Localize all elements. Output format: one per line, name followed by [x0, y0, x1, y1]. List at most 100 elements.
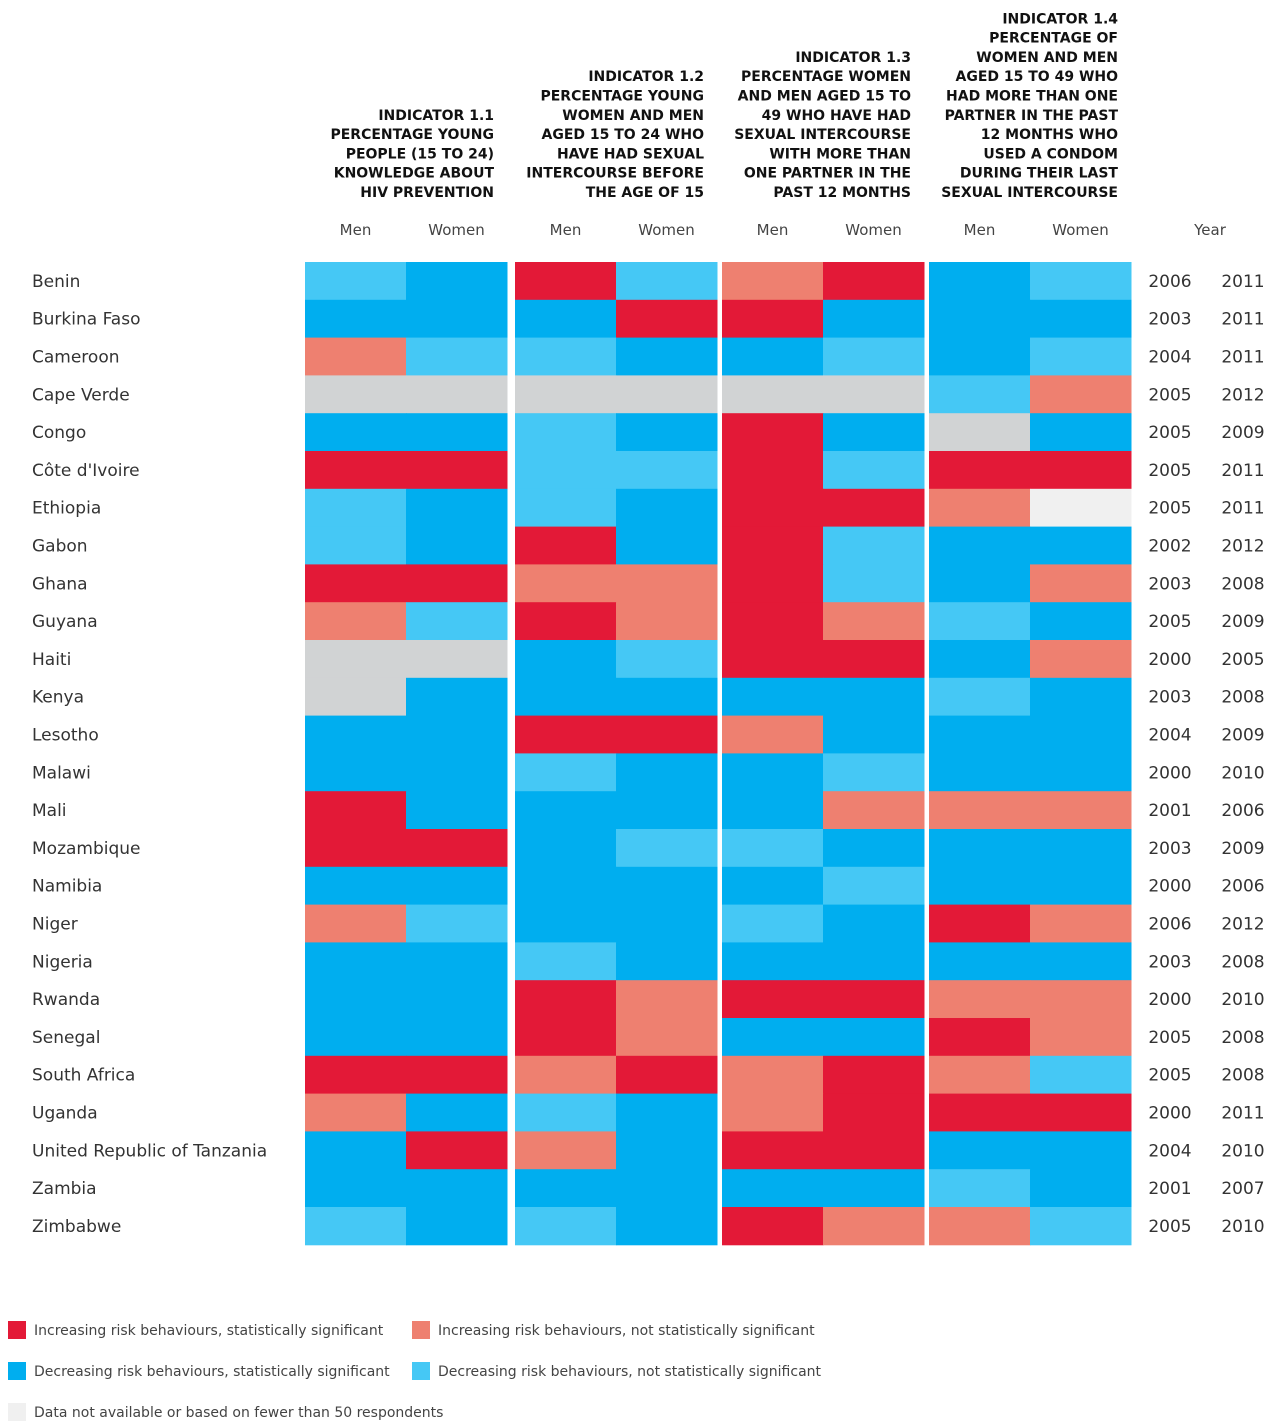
cell [305, 488, 407, 528]
year-label: 2005 [1148, 1217, 1191, 1237]
cell [1030, 526, 1132, 565]
cell [515, 488, 617, 528]
cell [406, 413, 508, 452]
column-header: INDICATOR 1.3 [795, 50, 911, 66]
cell [929, 526, 1031, 565]
cell [823, 904, 925, 943]
cell [929, 375, 1031, 414]
year-header: Year [1193, 221, 1227, 239]
column-header: DURING THEIR LAST [960, 166, 1119, 182]
cell [305, 980, 407, 1019]
year-label: 2012 [1221, 537, 1264, 557]
cell [406, 1169, 508, 1208]
cell [616, 1055, 718, 1095]
year-label: 2005 [1148, 385, 1191, 405]
cell [305, 602, 407, 641]
cell [929, 299, 1031, 339]
cell [515, 753, 617, 792]
cell [616, 564, 718, 603]
cell [823, 1169, 925, 1208]
country-label: Mozambique [32, 839, 141, 859]
cell [929, 413, 1031, 452]
year-label: 2010 [1221, 763, 1264, 783]
year-label: 2008 [1221, 688, 1264, 708]
column-header: PERCENTAGE YOUNG [540, 89, 704, 105]
column-header: AGED 15 TO 24 WHO [542, 127, 705, 143]
cell [515, 1131, 617, 1170]
cell [616, 451, 718, 490]
cell [406, 866, 508, 906]
cell [1030, 299, 1132, 339]
legend-swatch [8, 1321, 26, 1339]
cell [823, 451, 925, 490]
legend-swatch [412, 1321, 430, 1339]
cell [305, 715, 407, 754]
country-label: United Republic of Tanzania [32, 1141, 267, 1161]
year-label: 2005 [1221, 650, 1264, 670]
cell [305, 1131, 407, 1170]
year-label: 2012 [1221, 385, 1264, 405]
cell [823, 1055, 925, 1095]
cell [823, 640, 925, 679]
year-label: 2004 [1148, 348, 1191, 368]
column-header: INTERCOURSE BEFORE [526, 166, 704, 182]
country-label: Haiti [32, 650, 71, 670]
cell [305, 677, 407, 717]
cell [722, 677, 824, 717]
cell [406, 564, 508, 603]
column-header: AND MEN AGED 15 TO [738, 89, 911, 105]
cell [616, 488, 718, 528]
year-label: 2003 [1148, 688, 1191, 708]
column-header: HAD MORE THAN ONE [946, 89, 1118, 105]
cell [1030, 564, 1132, 603]
year-label: 2012 [1221, 915, 1264, 935]
cell [1030, 866, 1132, 906]
column-header: PERCENTAGE YOUNG [330, 127, 494, 143]
cell [823, 413, 925, 452]
cell [823, 753, 925, 792]
cell [1030, 942, 1132, 981]
cell [929, 753, 1031, 792]
cell [1030, 1055, 1132, 1095]
cell [722, 1131, 824, 1170]
cell [722, 488, 824, 528]
cell [823, 526, 925, 565]
cell [515, 451, 617, 490]
sub-header: Women [638, 221, 694, 239]
cell [305, 564, 407, 603]
cell [1030, 980, 1132, 1019]
cell [722, 866, 824, 906]
year-label: 2009 [1221, 839, 1264, 859]
year-label: 2008 [1221, 1066, 1264, 1086]
cell [823, 942, 925, 981]
year-label: 2011 [1221, 348, 1264, 368]
column-header: KNOWLEDGE ABOUT [334, 166, 495, 182]
cell [823, 602, 925, 641]
legend-swatch [8, 1362, 26, 1380]
column-header: WITH MORE THAN [769, 146, 911, 162]
cell [406, 1018, 508, 1057]
cell [722, 1207, 824, 1246]
cell [515, 904, 617, 943]
sub-header: Women [1052, 221, 1108, 239]
cell [823, 1093, 925, 1132]
cell [515, 1055, 617, 1095]
cell [616, 299, 718, 339]
column-header: PERCENTAGE WOMEN [741, 69, 911, 85]
cell [616, 980, 718, 1019]
country-label: South Africa [32, 1066, 135, 1086]
sub-header: Women [845, 221, 901, 239]
cell [722, 337, 824, 376]
year-label: 2003 [1148, 952, 1191, 972]
cell [616, 715, 718, 754]
country-label: Niger [32, 915, 78, 935]
cell [1030, 262, 1132, 301]
cell [406, 753, 508, 792]
cell [515, 677, 617, 717]
year-label: 2002 [1148, 537, 1191, 557]
legend-label: Data not available or based on fewer tha… [34, 1405, 443, 1421]
cell [929, 602, 1031, 641]
cell [515, 829, 617, 868]
cell [515, 413, 617, 452]
cell [1030, 1207, 1132, 1246]
